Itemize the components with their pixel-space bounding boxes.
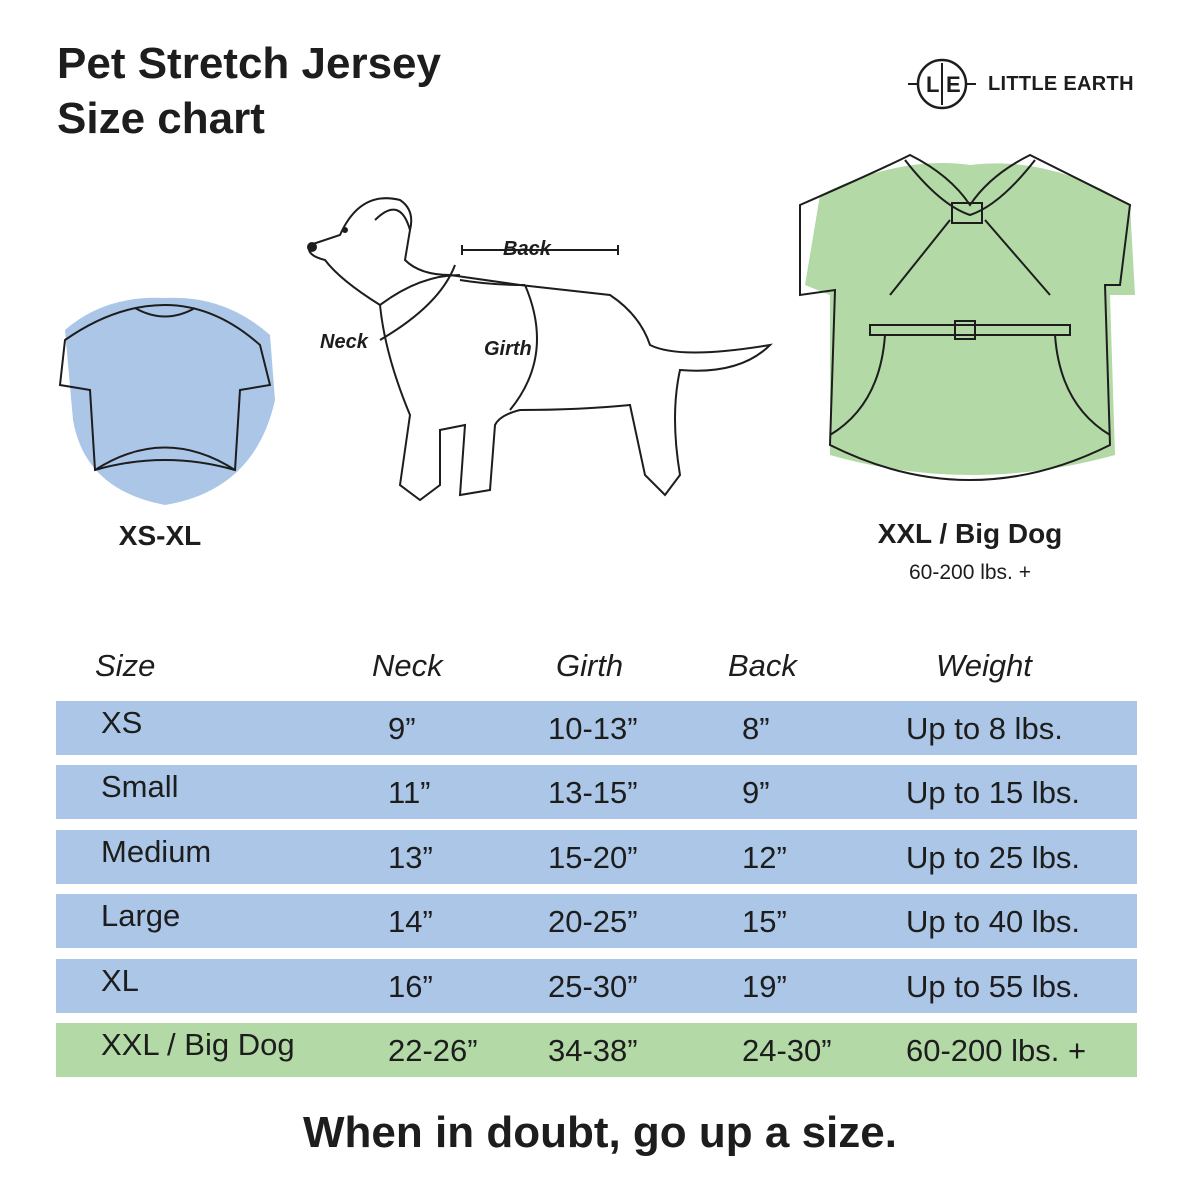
cell-weight: Up to 25 lbs. [906, 840, 1081, 875]
cell-back: 19” [742, 969, 787, 1004]
svg-text:L: L [926, 72, 939, 97]
cell-weight: 60-200 lbs. + [906, 1033, 1087, 1068]
cell-neck: 9” [388, 711, 416, 746]
table-row: Medium 13” 15-20” 12” Up to 25 lbs. [56, 830, 1137, 884]
cell-neck: 11” [388, 775, 431, 810]
header-girth: Girth [556, 648, 624, 683]
header-size: Size [95, 648, 156, 683]
cell-girth: 25-30” [548, 969, 638, 1004]
cell-weight: Up to 8 lbs. [906, 711, 1063, 746]
svg-text:E: E [946, 72, 961, 97]
dog-measurement-illustration [307, 197, 773, 502]
neck-label: Neck [320, 331, 368, 353]
small-shirt-illustration [58, 297, 275, 505]
small-shirt-caption: XS-XL [118, 520, 202, 551]
table-row: XXL / Big Dog 22-26” 34-38” 24-30” 60-200 lb… [56, 1023, 1137, 1077]
cell-size: XS [101, 705, 143, 740]
table-row: XS 9” 10-13” 8” Up to 8 lbs. [56, 701, 1137, 755]
cell-weight: Up to 40 lbs. [906, 904, 1081, 939]
logo-mark-icon: L E [908, 58, 976, 110]
cell-neck: 13” [388, 840, 433, 875]
page-subtitle: Size chart [57, 94, 265, 143]
page-title: Pet Stretch Jersey [57, 39, 441, 88]
cell-girth: 34-38” [548, 1033, 638, 1068]
sizing-advice: When in doubt, go up a size. [303, 1108, 897, 1157]
big-shirt-weight: 60-200 lbs. + [908, 561, 1031, 584]
table-row: Small 11” 13-15” 9” Up to 15 lbs. [56, 765, 1137, 819]
table-row: XL 16” 25-30” 19” Up to 55 lbs. [56, 959, 1137, 1013]
brand-logo: L E LITTLE EARTH [906, 58, 1134, 110]
cell-back: 9” [742, 775, 770, 810]
cell-girth: 20-25” [548, 904, 638, 939]
cell-back: 8” [742, 711, 770, 746]
cell-size: XXL / Big Dog [101, 1027, 295, 1062]
header-weight: Weight [936, 648, 1032, 683]
cell-neck: 22-26” [388, 1033, 478, 1068]
big-shirt-caption: XXL / Big Dog [877, 518, 1063, 549]
girth-label: Girth [484, 338, 532, 360]
cell-girth: 15-20” [548, 840, 638, 875]
cell-back: 24-30” [742, 1033, 832, 1068]
big-dog-shirt-illustration [799, 153, 1135, 481]
cell-back: 12” [742, 840, 787, 875]
cell-size: Small [101, 769, 179, 804]
cell-weight: Up to 15 lbs. [906, 775, 1081, 810]
cell-size: XL [101, 963, 139, 998]
cell-neck: 16” [388, 969, 433, 1004]
brand-name: LITTLE EARTH [988, 72, 1134, 95]
cell-girth: 10-13” [548, 711, 638, 746]
cell-weight: Up to 55 lbs. [906, 969, 1081, 1004]
cell-girth: 13-15” [548, 775, 638, 810]
table-row: Large 14” 20-25” 15” Up to 40 lbs. [56, 894, 1137, 948]
header-neck: Neck [372, 648, 443, 683]
cell-size: Medium [101, 834, 212, 869]
cell-size: Large [101, 898, 181, 933]
cell-back: 15” [742, 904, 787, 939]
cell-neck: 14” [388, 904, 433, 939]
back-label: Back [503, 238, 551, 260]
header-back: Back [728, 648, 797, 683]
